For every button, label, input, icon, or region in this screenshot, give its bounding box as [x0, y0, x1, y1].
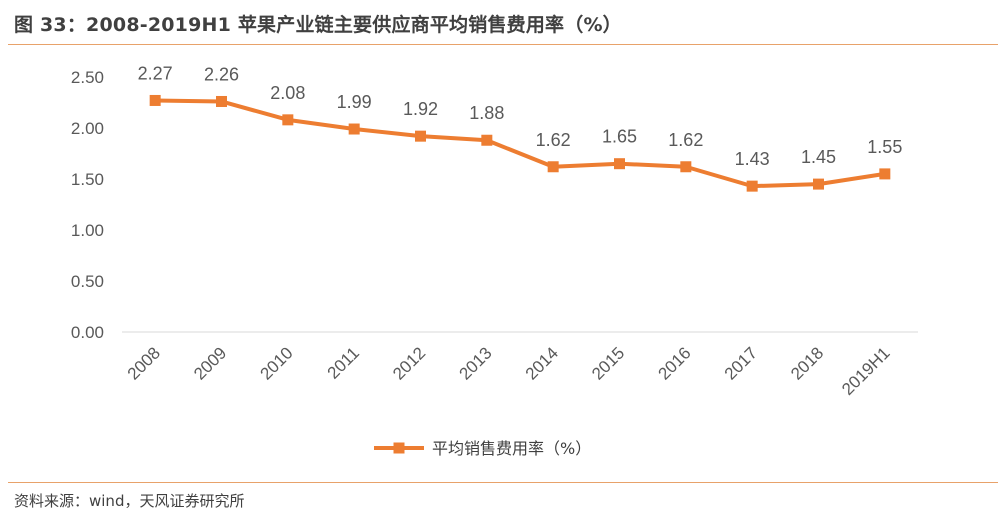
- line-chart: 0.00 0.50 1.00 1.50 2.00 2.50 2008 2009 2010 201…: [71, 63, 918, 458]
- title-divider: [8, 44, 998, 45]
- data-label: 1.43: [735, 149, 770, 169]
- legend-marker-swatch: [393, 442, 405, 454]
- data-label: 1.99: [337, 92, 372, 112]
- x-tick-label: 2008: [124, 343, 164, 383]
- data-point-marker: [614, 158, 625, 170]
- x-tick-label: 2016: [654, 343, 694, 383]
- data-label: 1.45: [801, 147, 836, 167]
- x-tick-label: 2011: [324, 343, 363, 382]
- series-average-sales-expense-ratio: 2.27 2.26 2.08 1.99 1.92 1.88 1.62 1.65 1.62 1.43…: [138, 63, 902, 192]
- data-label: 2.27: [138, 63, 173, 83]
- data-label: 1.88: [469, 103, 504, 123]
- x-axis-ticks: 2008 2009 2010 2011 2012 2013 2014 2015 2016 2017…: [124, 343, 894, 399]
- data-point-marker: [348, 123, 360, 135]
- legend: 平均销售费用率（%）: [374, 439, 591, 458]
- data-label: 1.62: [536, 130, 571, 150]
- data-label: 2.08: [270, 83, 305, 103]
- x-tick-label: 2009: [190, 343, 230, 383]
- footer-divider: [8, 482, 998, 483]
- x-tick-label: 2013: [455, 343, 495, 383]
- source-note: 资料来源：wind，天风证券研究所: [14, 492, 245, 510]
- legend-label: 平均销售费用率（%）: [432, 439, 591, 458]
- y-tick-label: 2.50: [71, 68, 104, 87]
- y-axis-ticks: 0.00 0.50 1.00 1.50 2.00 2.50: [71, 68, 104, 342]
- y-tick-label: 0.50: [71, 272, 104, 291]
- data-label: 2.26: [204, 64, 239, 84]
- data-point-marker: [282, 114, 294, 126]
- x-tick-label: 2017: [721, 343, 761, 383]
- y-tick-label: 1.50: [71, 170, 104, 189]
- data-point-marker: [216, 95, 227, 107]
- data-label: 1.62: [668, 130, 703, 150]
- data-point-marker: [680, 161, 692, 173]
- data-point-marker: [746, 180, 758, 192]
- y-tick-label: 0.00: [71, 323, 104, 342]
- data-label: 1.55: [867, 137, 902, 157]
- y-tick-label: 1.00: [71, 221, 104, 240]
- data-point-marker: [547, 161, 559, 173]
- data-label: 1.65: [602, 127, 637, 147]
- x-tick-label: 2010: [256, 343, 296, 383]
- data-point-marker: [813, 178, 824, 190]
- x-tick-label: 2015: [588, 343, 628, 383]
- chart-title: 图 33：2008-2019H1 苹果产业链主要供应商平均销售费用率（%）: [14, 14, 622, 36]
- data-point-marker: [149, 94, 161, 106]
- x-tick-label: 2019H1: [838, 343, 894, 399]
- data-label: 1.92: [403, 99, 438, 119]
- x-tick-label: 2018: [787, 343, 827, 383]
- data-point-marker: [415, 130, 426, 142]
- series-line: [155, 98, 886, 189]
- data-point-marker: [879, 168, 891, 180]
- y-tick-label: 2.00: [71, 119, 104, 138]
- x-tick-label: 2012: [389, 343, 429, 383]
- data-point-marker: [481, 134, 493, 146]
- x-tick-label: 2014: [522, 343, 562, 383]
